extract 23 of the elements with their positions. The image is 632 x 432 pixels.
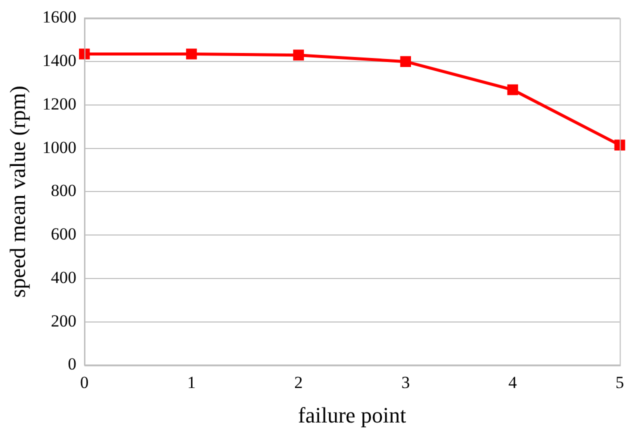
y-tick-label: 1400 — [42, 51, 76, 70]
y-tick-label: 800 — [50, 181, 76, 200]
y-tick-label: 600 — [50, 224, 76, 244]
y-axis-title: speed mean value (rpm) — [4, 86, 30, 298]
x-axis-title: failure point — [298, 402, 406, 428]
y-tick-label: 1000 — [42, 138, 76, 157]
x-tick-label: 3 — [401, 372, 410, 392]
y-tick-label: 0 — [68, 354, 76, 374]
y-tick-label: 200 — [50, 311, 76, 330]
point — [186, 48, 197, 60]
x-tick-label: 1 — [187, 372, 196, 392]
point — [293, 50, 304, 60]
point — [614, 140, 626, 150]
y-tick-label: 400 — [50, 268, 76, 287]
point — [400, 56, 411, 67]
point — [507, 84, 518, 96]
point — [79, 48, 90, 60]
x-tick-label: 0 — [80, 372, 89, 392]
y-tick-label: 1600 — [42, 8, 76, 27]
x-tick-label: 4 — [508, 372, 518, 392]
x-tick-label: 5 — [616, 372, 624, 392]
y-tick-label: 1200 — [42, 94, 76, 114]
x-tick-label: 2 — [294, 372, 303, 392]
